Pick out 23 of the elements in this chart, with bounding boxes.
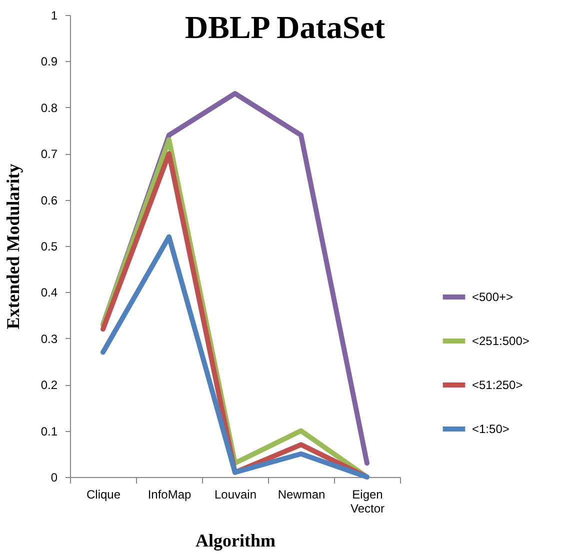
x-tick-label: Louvain [214,488,257,502]
y-tick-label: 1 [50,8,58,22]
y-tick-label: 0.1 [40,424,58,438]
legend-label: <251:500> [472,334,530,348]
y-tick-label: 0.8 [40,100,58,115]
x-tick-label: Newman [278,488,326,502]
y-tick-label: 0.5 [40,240,58,254]
y-tick-label: 0.3 [40,332,58,346]
y-tick-label: 0.2 [40,378,58,392]
y-tick-label: 0.6 [40,193,58,208]
x-tick-label: InfoMap [148,488,192,502]
legend-label: <51:250> [472,378,523,392]
y-tick-label: 0 [50,470,58,484]
y-axis-title: Extended Modularity [2,164,23,330]
y-tick-label: 0.9 [40,54,58,69]
x-tick-label: Eigen Vector [350,488,385,516]
legend-label: <500+> [472,290,514,304]
y-tick-label: 0.7 [40,147,58,162]
x-tick-label: Clique [86,488,121,502]
x-axis-title: Algorithm [196,530,276,550]
chart-title: DBLP DataSet [185,9,386,45]
legend-label: <1:50> [472,422,510,436]
y-tick-label: 0.4 [40,286,58,300]
